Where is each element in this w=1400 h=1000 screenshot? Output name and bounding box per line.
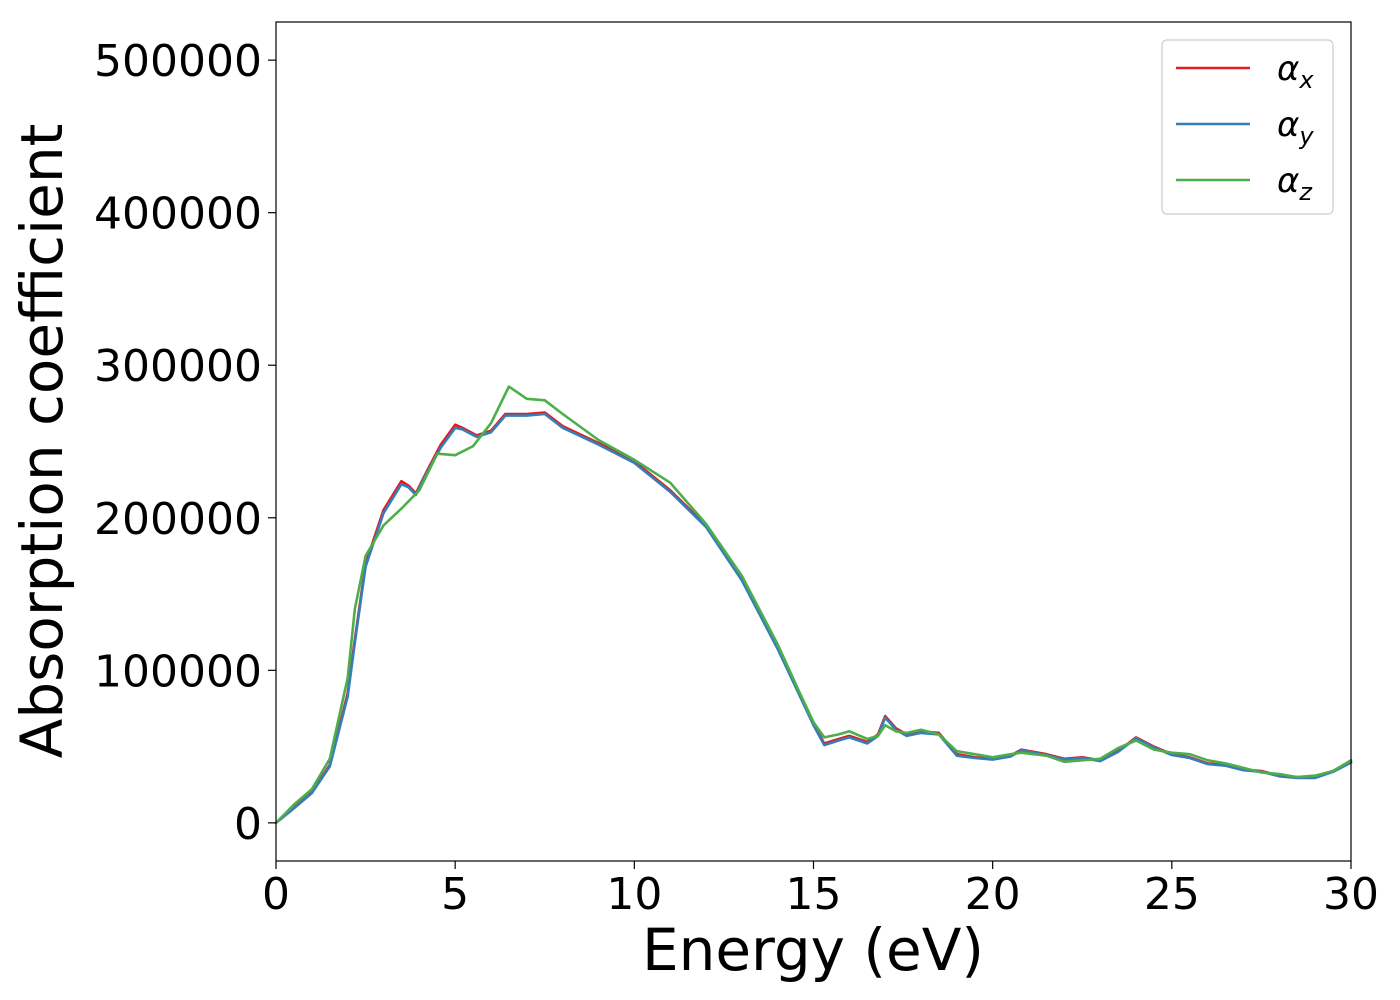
y-axis: 0 100000 200000 300000 400000 500000 — [94, 36, 276, 850]
y-tick-label: 100000 — [94, 646, 262, 697]
y-tick-label: 300000 — [94, 341, 262, 392]
x-axis: 0 5 10 15 20 25 30 — [262, 861, 1379, 920]
legend: αx αy αz — [1161, 39, 1334, 215]
x-tick-label: 20 — [965, 869, 1021, 920]
x-tick-label: 0 — [262, 869, 290, 920]
y-tick-label: 400000 — [94, 189, 262, 240]
x-tick-label: 30 — [1323, 869, 1379, 920]
series-line-z — [274, 385, 1353, 825]
series-layer — [274, 385, 1353, 825]
x-tick-label: 5 — [441, 869, 469, 920]
y-tick-label: 500000 — [94, 36, 262, 87]
x-axis-label: Energy (eV) — [642, 916, 984, 984]
x-tick-label: 10 — [606, 869, 662, 920]
legend-label-x: αx — [1277, 49, 1314, 94]
x-tick-label: 15 — [786, 869, 842, 920]
legend-box — [1161, 39, 1334, 215]
x-tick-label: 25 — [1144, 869, 1200, 920]
y-tick-label: 0 — [234, 799, 262, 850]
y-axis-label: Absorption coefficient — [8, 124, 76, 759]
legend-label-z: αz — [1277, 161, 1313, 206]
y-tick-label: 200000 — [94, 494, 262, 545]
legend-label-y: αy — [1277, 105, 1314, 150]
legend-items: αx αy αz — [1176, 49, 1314, 206]
